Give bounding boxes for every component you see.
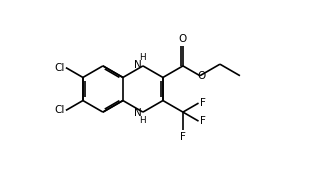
Text: F: F [200,116,206,126]
Text: H: H [139,53,146,62]
Text: Cl: Cl [55,63,65,73]
Text: Cl: Cl [55,105,65,115]
Text: N: N [134,108,141,118]
Text: F: F [200,98,206,108]
Text: O: O [179,34,187,44]
Text: H: H [139,116,146,125]
Text: N: N [134,60,141,70]
Text: O: O [198,71,206,81]
Text: F: F [180,132,186,142]
